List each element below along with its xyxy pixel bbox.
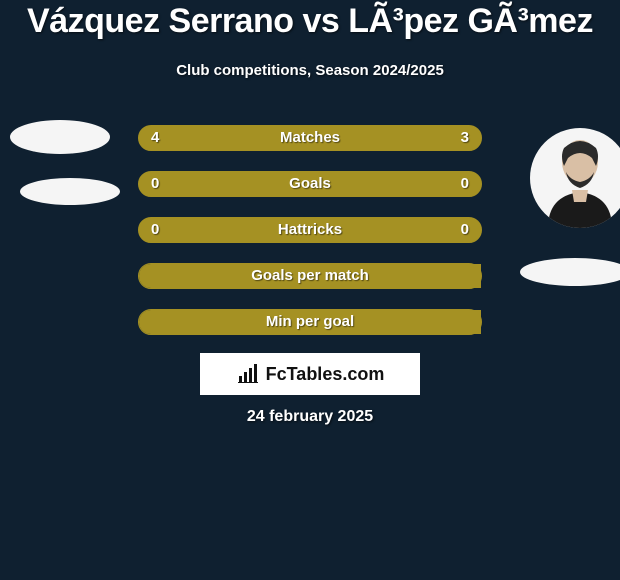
right-player-flag [520,258,620,286]
page-subtitle: Club competitions, Season 2024/2025 [0,62,620,79]
stat-value-right: 0 [461,172,469,196]
brand-text: FcTables.com [266,364,385,385]
bar-chart-icon [236,362,260,386]
stat-bar-goals: 0 Goals 0 [138,171,482,197]
stat-label: Min per goal [139,310,481,334]
left-player-flag [20,178,120,205]
brand-box: FcTables.com [200,353,420,395]
comparison-card: Vázquez Serrano vs LÃ³pez GÃ³mez Club co… [0,0,620,580]
left-player-avatar [10,120,110,154]
person-icon [530,128,620,228]
stat-label: Goals [139,172,481,196]
stat-bar-matches: 4 Matches 3 [138,125,482,151]
stat-label: Matches [139,126,481,150]
generated-date: 24 february 2025 [0,408,620,426]
brand-label: FcTables.com [236,362,385,386]
stat-bar-goals-per-match: Goals per match [138,263,482,289]
stat-bar-min-per-goal: Min per goal [138,309,482,335]
page-title: Vázquez Serrano vs LÃ³pez GÃ³mez [0,2,620,41]
stat-label: Hattricks [139,218,481,242]
stat-value-right: 0 [461,218,469,242]
right-player-avatar [530,128,620,228]
stat-value-right: 3 [461,126,469,150]
stat-bar-hattricks: 0 Hattricks 0 [138,217,482,243]
stat-label: Goals per match [139,264,481,288]
